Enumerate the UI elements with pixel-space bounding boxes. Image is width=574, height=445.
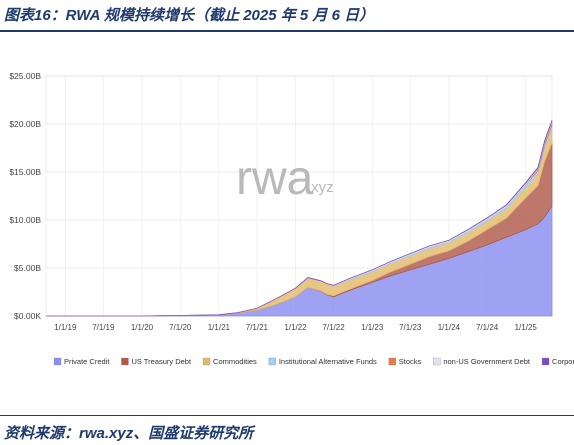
x-tick-label: 7/1/21 xyxy=(246,323,269,332)
legend-label-stocks: Stocks xyxy=(399,357,422,366)
legend-swatch-non-us-government-debt xyxy=(433,357,441,366)
y-tick-label: $15.00B xyxy=(9,167,41,177)
legend-swatch-commodities xyxy=(202,357,211,366)
watermark-logo-text: rwa xyxy=(236,152,314,205)
legend-swatch-stocks xyxy=(388,357,396,366)
x-tick-label: 1/1/22 xyxy=(284,323,307,332)
x-tick-label: 7/1/22 xyxy=(322,323,345,332)
area-series-corporate-bonds xyxy=(46,120,553,317)
x-tick-label: 1/1/23 xyxy=(361,323,384,332)
area-layer xyxy=(46,120,553,317)
legend-label-institutional-alternative-funds: Institutional Alternative Funds xyxy=(279,357,377,366)
x-tick-label: 7/1/24 xyxy=(476,323,499,332)
legend-label-corporate-bonds: Corporate Bonds xyxy=(552,357,574,366)
axis-layer: $0.00K $5.00B $10.00B $15.00B $20.00B $25.00B… xyxy=(9,71,537,332)
title-divider xyxy=(0,30,574,32)
x-tick-label: 7/1/19 xyxy=(92,323,115,332)
legend-label-non-us-government-debt: non-US Government Debt xyxy=(443,357,531,366)
legend-swatch-us-treasury-debt xyxy=(121,357,129,366)
source-note: 资料来源：rwa.xyz、国盛证券研究所 xyxy=(4,425,254,442)
watermark: rwa .xyz xyxy=(236,152,334,205)
y-tick-label: $20.00B xyxy=(9,119,41,129)
legend-swatch-institutional-alternative-funds xyxy=(268,357,276,366)
x-tick-label: 7/1/23 xyxy=(399,323,422,332)
x-tick-label: 1/1/19 xyxy=(54,323,77,332)
legend-label-commodities: Commodities xyxy=(213,357,257,366)
x-tick-label: 1/1/21 xyxy=(208,323,231,332)
legend-label-private-credit: Private Credit xyxy=(64,357,110,366)
x-tick-label: 1/1/25 xyxy=(515,323,538,332)
watermark-domain-text: .xyz xyxy=(307,179,334,196)
rwa-stacked-area-chart: rwa .xyz $0.00K $5.00B $10.00B $15.00B $20.0… xyxy=(9,71,574,366)
y-tick-label: $0.00K xyxy=(14,311,41,321)
figure-title: 图表16：RWA 规模持续增长（截止 2025 年 5 月 6 日） xyxy=(4,7,375,24)
y-tick-label: $10.00B xyxy=(9,215,41,225)
legend-label-us-treasury-debt: US Treasury Debt xyxy=(131,357,192,366)
x-tick-label: 7/1/20 xyxy=(169,323,192,332)
legend: Private Credit US Treasury Debt Commoditie… xyxy=(53,357,574,366)
y-tick-label: $5.00B xyxy=(14,263,41,273)
x-tick-label: 1/1/24 xyxy=(438,323,461,332)
legend-swatch-corporate-bonds xyxy=(541,357,550,366)
x-tick-label: 1/1/20 xyxy=(131,323,154,332)
source-divider xyxy=(0,415,574,416)
y-tick-label: $25.00B xyxy=(9,71,41,81)
legend-swatch-private-credit xyxy=(53,357,62,366)
